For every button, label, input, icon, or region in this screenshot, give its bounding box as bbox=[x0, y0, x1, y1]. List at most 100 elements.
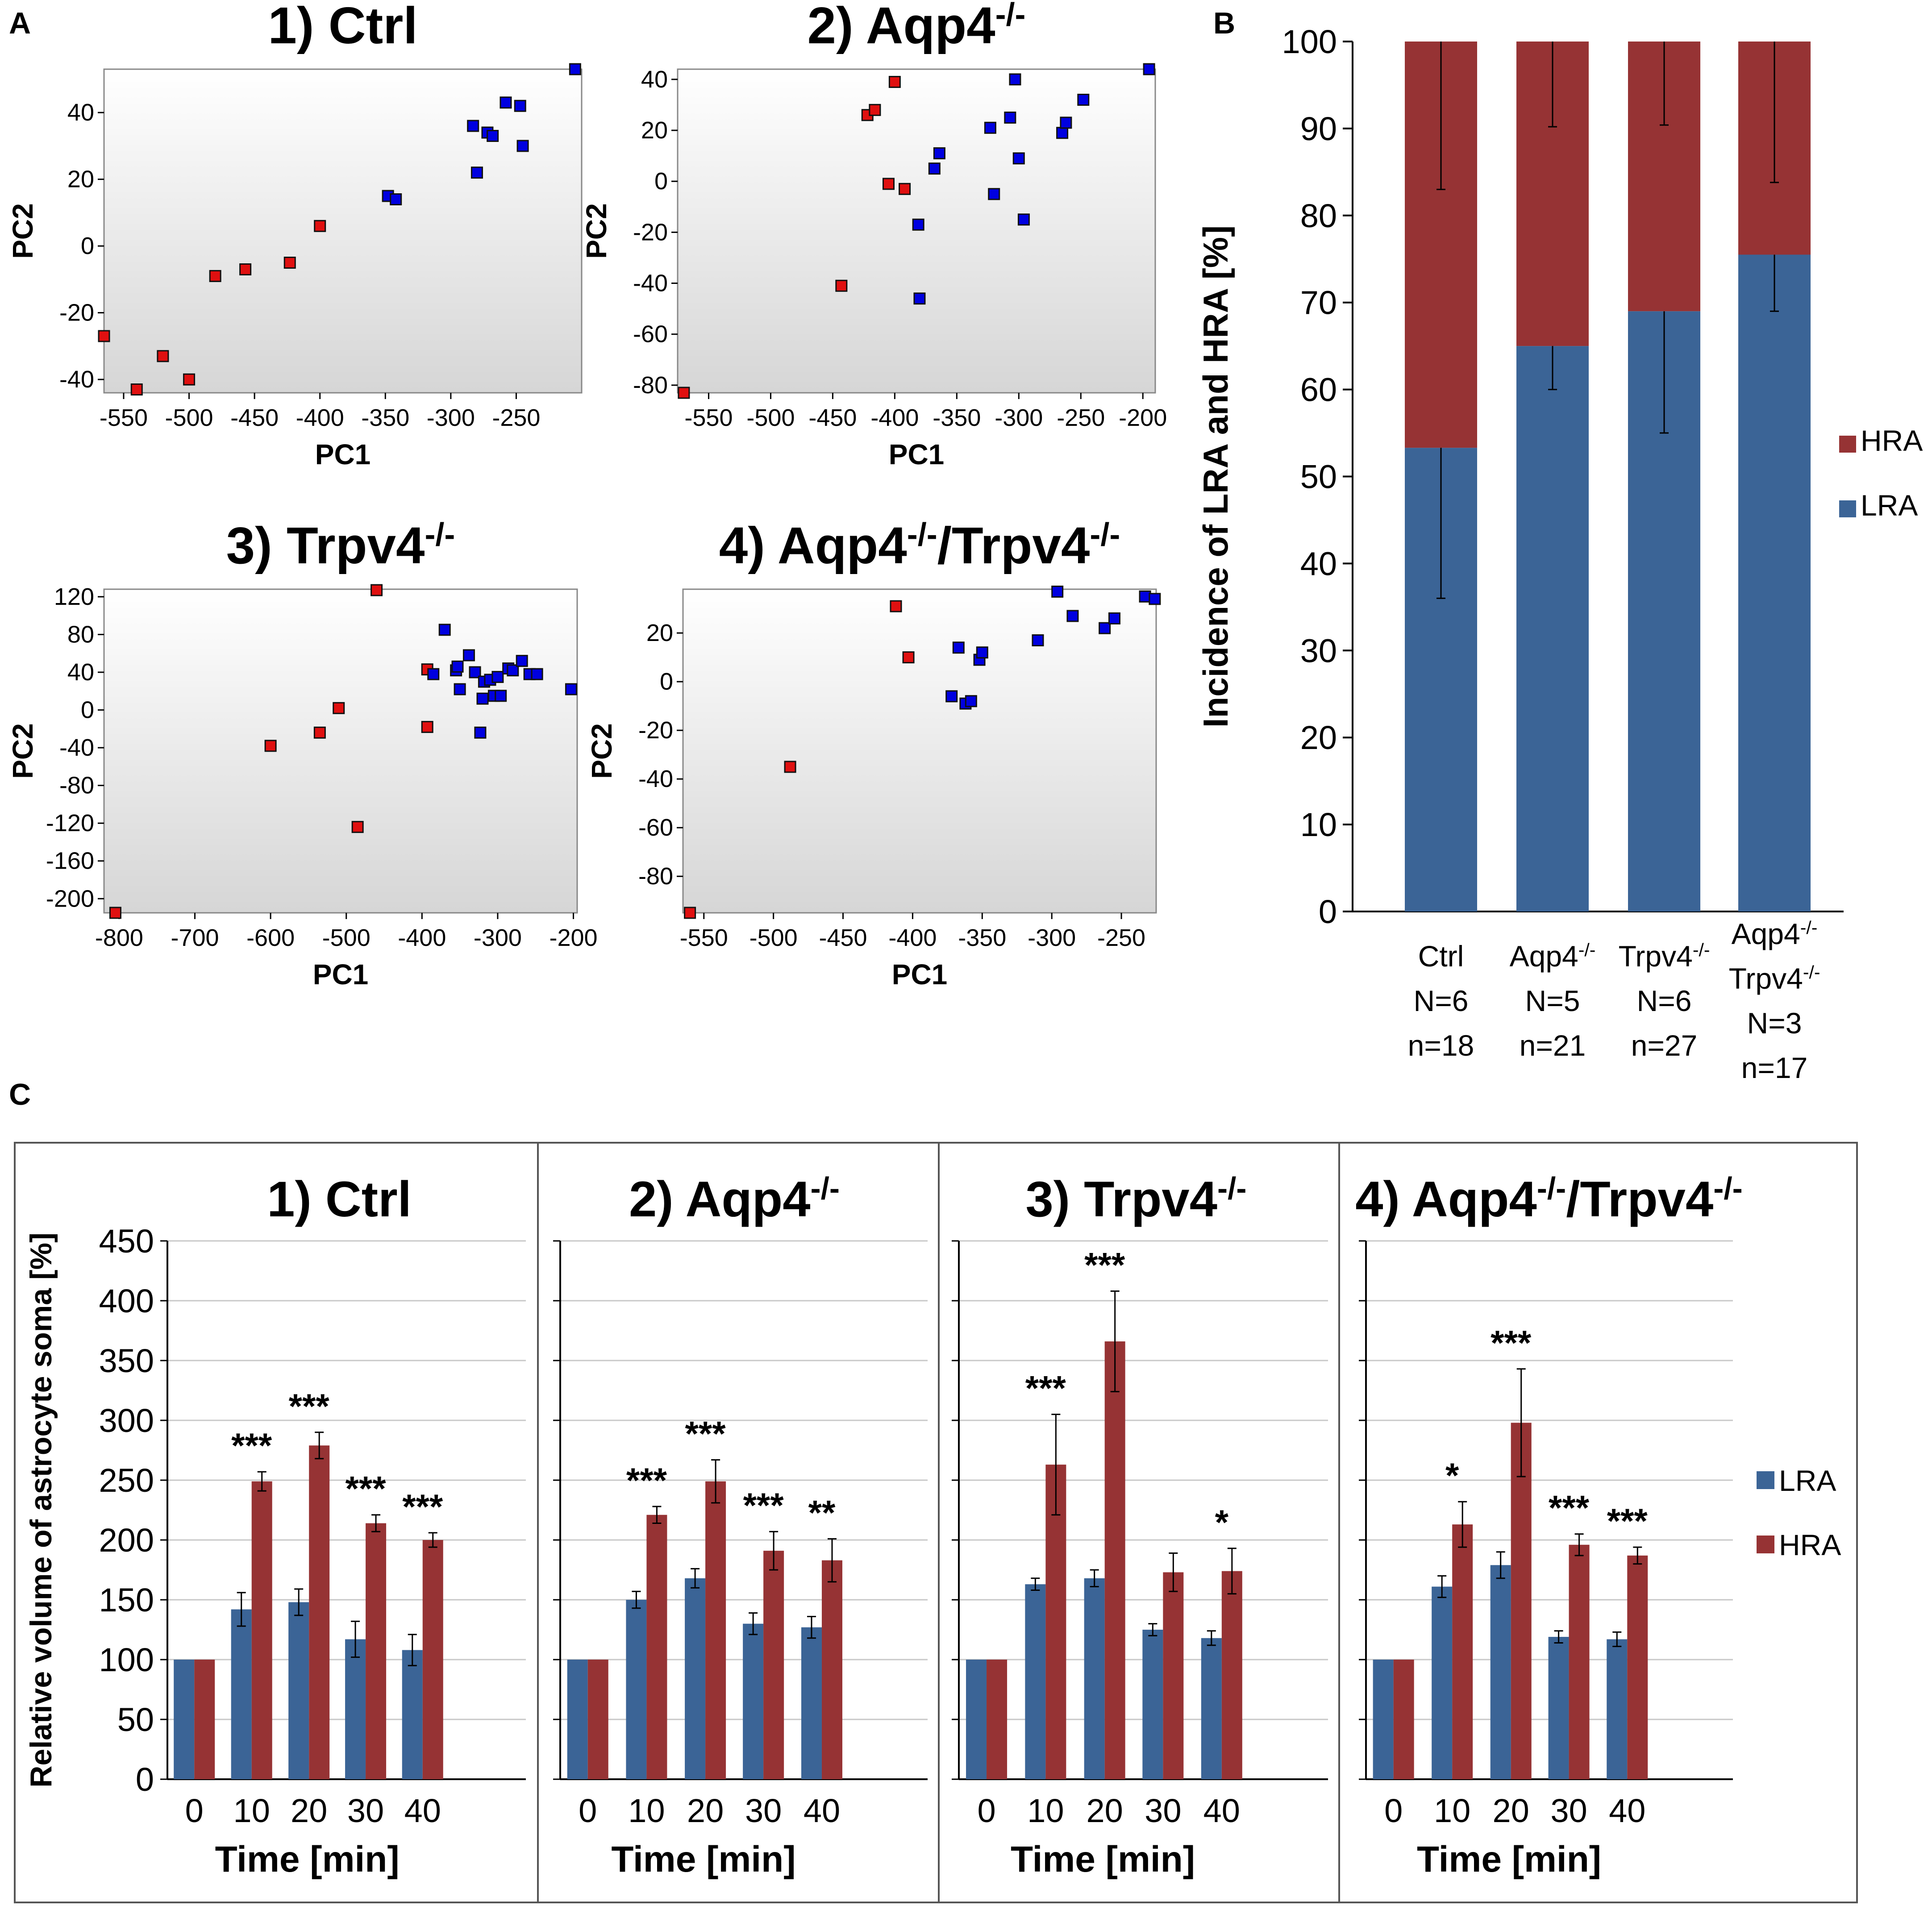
hra-bar bbox=[763, 1551, 784, 1779]
blue-point bbox=[516, 140, 529, 152]
lra-bar bbox=[1607, 1639, 1628, 1779]
blue-point bbox=[469, 666, 481, 678]
red-point bbox=[264, 740, 277, 752]
panel-c-frame bbox=[14, 1142, 1858, 1903]
hra-bar bbox=[646, 1515, 667, 1779]
y-tick-label: 20 bbox=[67, 166, 94, 193]
blue-point bbox=[1066, 610, 1079, 622]
legend-swatch-hra bbox=[1757, 1536, 1774, 1553]
scatter-plot-4: 4) Aqp4-/-/Trpv4-/- -80 -60 -40 -20 0 20 -550 -5… bbox=[586, 516, 1161, 990]
lra-bar bbox=[966, 1660, 987, 1779]
scatter-plot-3: 3) Trpv4-/--200-160-120-80-4004080120-80… bbox=[7, 516, 598, 990]
red-point bbox=[784, 761, 796, 773]
y-axis-label: Relative volume of astrocyte soma [%] bbox=[24, 1232, 58, 1787]
legend-label-hra: HRA bbox=[1861, 424, 1923, 457]
blue-point bbox=[913, 292, 926, 305]
x-tick-label: -400 bbox=[398, 924, 446, 951]
y-tick-label: -20 bbox=[638, 717, 673, 744]
y-tick-label: 30 bbox=[1300, 632, 1337, 669]
x-tick-label: 40 bbox=[1609, 1792, 1645, 1829]
x-tick-label: 20 bbox=[687, 1792, 724, 1829]
lra-bar bbox=[626, 1600, 647, 1779]
group-title: 4) Aqp4-/-/Trpv4-/- bbox=[1355, 1171, 1743, 1227]
y-tick-label: 150 bbox=[99, 1581, 154, 1619]
y-tick-label: -40 bbox=[59, 734, 94, 761]
significance-marker: ** bbox=[808, 1493, 836, 1532]
blue-point bbox=[1004, 111, 1016, 124]
y-tick-label: 70 bbox=[1300, 284, 1337, 321]
blue-point bbox=[1108, 612, 1120, 624]
y-tick-label: 40 bbox=[67, 659, 94, 686]
blue-point bbox=[474, 726, 487, 739]
x-tick-label: -300 bbox=[474, 924, 522, 951]
significance-marker: *** bbox=[626, 1461, 667, 1500]
hra-bar bbox=[821, 1560, 842, 1779]
y-tick-label: -80 bbox=[59, 772, 94, 799]
lra-bar bbox=[1548, 1637, 1569, 1779]
y-tick-label: 200 bbox=[99, 1522, 154, 1559]
x-tick-label: 30 bbox=[745, 1792, 782, 1829]
blue-point bbox=[476, 692, 489, 705]
y-tick-label: 0 bbox=[1319, 893, 1337, 930]
red-point bbox=[902, 651, 915, 664]
blue-point bbox=[390, 193, 402, 205]
hra-bar bbox=[422, 1540, 443, 1779]
plot-area bbox=[682, 588, 1157, 914]
x-tick-label: -350 bbox=[958, 924, 1006, 951]
x-tick-label: 0 bbox=[1384, 1792, 1403, 1829]
blue-point bbox=[1099, 622, 1111, 634]
hra-bar bbox=[1569, 1544, 1590, 1779]
y-tick-label: -160 bbox=[46, 848, 94, 874]
y-tick-label: 0 bbox=[81, 233, 94, 259]
significance-marker: * bbox=[1215, 1502, 1229, 1542]
blue-point bbox=[1012, 152, 1025, 165]
x-tick-label: -350 bbox=[933, 404, 981, 431]
y-axis-label: PC2 bbox=[7, 203, 39, 259]
x-tick-label: -500 bbox=[165, 404, 213, 431]
blue-point bbox=[1143, 63, 1155, 75]
category-label: N=6 bbox=[1637, 984, 1692, 1017]
y-tick-label: 40 bbox=[641, 66, 668, 93]
x-axis-label: Time [min] bbox=[1417, 1839, 1601, 1880]
y-tick-label: 0 bbox=[136, 1761, 154, 1798]
blue-point bbox=[491, 671, 504, 683]
y-tick-label: 100 bbox=[99, 1641, 154, 1678]
y-tick-label: 40 bbox=[1300, 545, 1337, 582]
red-point bbox=[684, 907, 696, 919]
blue-point bbox=[516, 655, 528, 667]
lra-bar bbox=[1201, 1638, 1222, 1779]
red-point bbox=[183, 373, 196, 386]
hra-bar bbox=[194, 1660, 215, 1779]
y-tick-label: -40 bbox=[59, 366, 94, 393]
x-tick-label: 10 bbox=[233, 1792, 270, 1829]
y-tick-label: -60 bbox=[638, 814, 673, 841]
hra-bar bbox=[1393, 1660, 1414, 1779]
bar-group-1: 1) Ctrl 0 10 *** 20 *** 30 *** 40 *** Time [min] bbox=[160, 1171, 526, 1880]
red-point bbox=[888, 76, 901, 88]
x-tick-label: 30 bbox=[347, 1792, 384, 1829]
hra-bar bbox=[705, 1481, 726, 1779]
x-tick-label: -400 bbox=[888, 924, 937, 951]
blue-point bbox=[928, 162, 941, 175]
blue-point bbox=[454, 683, 466, 695]
lra-bar bbox=[743, 1623, 764, 1779]
x-axis-label: Time [min] bbox=[215, 1839, 400, 1880]
x-tick-label: -350 bbox=[361, 404, 409, 431]
x-axis-label: PC1 bbox=[313, 958, 369, 990]
red-point bbox=[283, 257, 296, 269]
lra-bar bbox=[345, 1639, 366, 1779]
plot-area bbox=[103, 68, 583, 394]
x-tick-label: 10 bbox=[1027, 1792, 1064, 1829]
group-title: 1) Ctrl bbox=[267, 1171, 412, 1227]
red-point bbox=[835, 279, 848, 292]
blue-point bbox=[1009, 73, 1021, 86]
category-label: n=17 bbox=[1741, 1051, 1808, 1084]
y-tick-label: -80 bbox=[638, 863, 673, 890]
legend-swatch-lra bbox=[1757, 1471, 1774, 1489]
y-tick-label: -20 bbox=[59, 300, 94, 326]
hra-bar bbox=[987, 1660, 1008, 1779]
